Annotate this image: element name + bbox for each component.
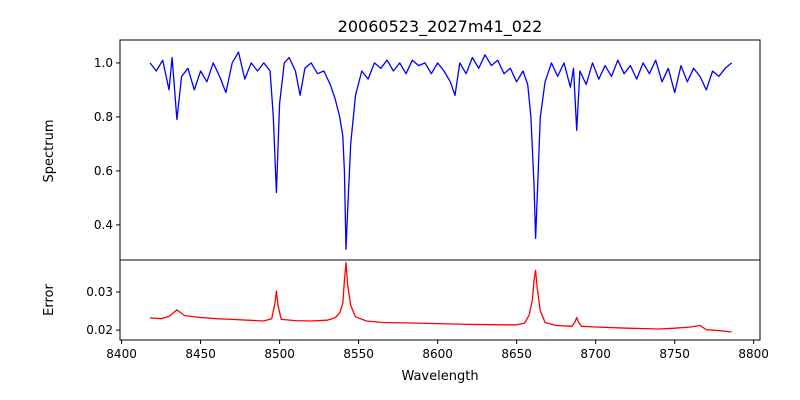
x-tick-label: 8400 [106, 347, 137, 361]
axes-frame [119, 259, 761, 341]
x-tick-label: 8750 [659, 347, 690, 361]
y-tick-label: 0.02 [86, 323, 113, 337]
x-tick-label: 8800 [738, 347, 769, 361]
spectrum-panel: 0.4 0.6 0.8 1.0 [94, 39, 761, 261]
x-tick-label: 8550 [343, 347, 374, 361]
x-tick-label: 8650 [501, 347, 532, 361]
error-panel: 0.02 0.03 8400 8450 8500 8550 8600 8650 8700 8750… [86, 259, 769, 361]
spectrum-line [149, 51, 733, 250]
spectrum-ylabel: Spectrum [42, 120, 57, 183]
x-tick-label: 8700 [580, 347, 611, 361]
chart-title: 20060523_2027m41_022 [338, 17, 543, 37]
y-tick-label: 0.4 [94, 218, 113, 232]
axes-frame [119, 39, 761, 261]
x-axis-label: Wavelength [401, 369, 478, 384]
y-tick-label: 0.6 [94, 164, 113, 178]
y-tick-label: 0.8 [94, 110, 113, 124]
x-tick-label: 8500 [264, 347, 295, 361]
error-ylabel: Error [42, 284, 57, 316]
error-line [149, 262, 732, 333]
x-tick-label: 8450 [185, 347, 216, 361]
y-tick-label: 1.0 [94, 56, 113, 70]
y-tick-label: 0.03 [86, 285, 113, 299]
x-tick-label: 8600 [422, 347, 453, 361]
